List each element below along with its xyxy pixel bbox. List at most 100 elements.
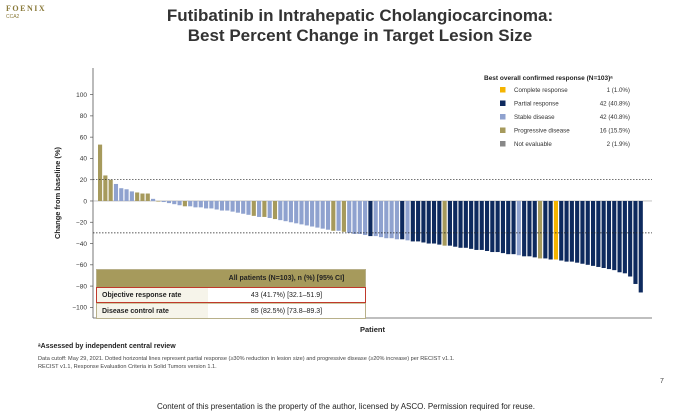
bar-patient-59 bbox=[405, 200, 410, 241]
bar-patient-17 bbox=[182, 200, 187, 207]
bar-patient-12 bbox=[156, 200, 161, 202]
legend-value: 2 (1.9%) bbox=[607, 141, 630, 148]
bar-patient-99 bbox=[617, 200, 622, 273]
y-tick-label: 20 bbox=[80, 177, 88, 184]
bar-patient-29 bbox=[246, 200, 251, 215]
bar-patient-94 bbox=[590, 200, 596, 266]
y-axis-label: Change from baseline (%) bbox=[53, 146, 62, 239]
bar-patient-18 bbox=[188, 200, 193, 207]
bar-patient-24 bbox=[219, 200, 225, 211]
bar-patient-2 bbox=[103, 175, 108, 201]
bar-patient-72 bbox=[474, 200, 479, 250]
y-tick-label: 40 bbox=[80, 156, 88, 163]
table-row-label: Objective response rate bbox=[97, 288, 208, 302]
bar-patient-4 bbox=[113, 183, 119, 201]
y-tick-label: −60 bbox=[76, 262, 87, 269]
bar-patient-8 bbox=[135, 192, 140, 201]
bar-patient-10 bbox=[145, 193, 150, 201]
logo-text: FOENIX bbox=[6, 4, 47, 13]
bar-patient-36 bbox=[283, 200, 288, 222]
bar-patient-13 bbox=[161, 200, 166, 203]
bar-patient-84 bbox=[537, 200, 543, 259]
legend-label: Progressive disease bbox=[514, 128, 570, 135]
table-header-text: All patients (N=103), n (%) [95% CI] bbox=[228, 275, 345, 282]
bar-patient-74 bbox=[484, 200, 490, 251]
bar-patient-91 bbox=[575, 200, 580, 263]
chart-bars bbox=[98, 144, 643, 293]
bar-patient-37 bbox=[288, 200, 293, 223]
chart-legend: Best overall confirmed response (N=103)ᵃ… bbox=[484, 75, 630, 148]
bar-patient-90 bbox=[569, 200, 574, 262]
bar-patient-46 bbox=[336, 200, 341, 231]
bar-patient-65 bbox=[437, 200, 442, 245]
legend-title: Best overall confirmed response (N=103)ᵃ bbox=[484, 75, 613, 82]
x-axis-label: Patient bbox=[360, 325, 386, 334]
legend-label: Complete response bbox=[514, 87, 568, 94]
reference-lines bbox=[93, 179, 652, 234]
bar-patient-93 bbox=[585, 200, 590, 265]
bar-patient-82 bbox=[527, 200, 532, 257]
bar-patient-43 bbox=[320, 200, 325, 229]
bar-patient-28 bbox=[241, 200, 246, 214]
bar-patient-79 bbox=[511, 200, 516, 255]
bar-patient-83 bbox=[532, 200, 537, 258]
slide-title-line-2: Best Percent Change in Target Lesion Siz… bbox=[187, 26, 533, 45]
response-rate-table: All patients (N=103), n (%) [95% CI] Obj… bbox=[96, 269, 366, 319]
bar-patient-11 bbox=[151, 198, 156, 201]
bar-patient-92 bbox=[580, 200, 585, 264]
bar-patient-34 bbox=[272, 200, 278, 220]
table-row-label: Disease control rate bbox=[97, 304, 208, 318]
legend-value: 42 (40.8%) bbox=[600, 114, 630, 121]
bar-patient-32 bbox=[262, 200, 267, 217]
table-row-orr: Objective response rate 43 (41.7%) [32.1… bbox=[96, 287, 366, 303]
bar-patient-55 bbox=[384, 200, 389, 239]
legend-swatch bbox=[500, 87, 506, 93]
bar-patient-3 bbox=[108, 179, 113, 201]
bar-patient-7 bbox=[129, 191, 134, 201]
bar-patient-35 bbox=[278, 200, 283, 221]
bar-patient-64 bbox=[431, 200, 437, 244]
bar-patient-102 bbox=[633, 200, 638, 284]
copyright-notice: Content of this presentation is the prop… bbox=[157, 402, 535, 411]
bar-patient-78 bbox=[506, 200, 511, 255]
bar-patient-60 bbox=[410, 200, 415, 242]
bar-patient-73 bbox=[479, 200, 484, 250]
bar-patient-9 bbox=[140, 193, 145, 201]
legend-label: Not evaluable bbox=[514, 141, 552, 148]
bar-patient-27 bbox=[235, 200, 240, 213]
bar-patient-44 bbox=[325, 200, 331, 230]
bar-patient-19 bbox=[193, 200, 198, 208]
y-tick-label: −80 bbox=[76, 283, 87, 290]
bar-patient-96 bbox=[601, 200, 606, 268]
bar-patient-47 bbox=[341, 200, 346, 232]
bar-patient-41 bbox=[310, 200, 315, 227]
bar-patient-56 bbox=[389, 200, 394, 239]
bar-patient-5 bbox=[119, 188, 124, 201]
legend-swatch bbox=[500, 127, 506, 133]
bar-patient-20 bbox=[198, 200, 203, 208]
bar-patient-68 bbox=[453, 200, 458, 247]
bar-patient-42 bbox=[315, 200, 320, 228]
bar-patient-103 bbox=[638, 200, 643, 293]
bar-patient-69 bbox=[458, 200, 463, 248]
y-tick-label: 80 bbox=[80, 113, 88, 120]
bar-patient-57 bbox=[394, 200, 399, 240]
legend-value: 42 (40.8%) bbox=[600, 101, 630, 108]
bar-patient-67 bbox=[447, 200, 452, 246]
bar-patient-101 bbox=[628, 200, 633, 277]
bar-patient-51 bbox=[363, 200, 368, 236]
bar-patient-53 bbox=[373, 200, 378, 237]
footnote-recist-text: RECIST v1.1, Response Evaluation Criteri… bbox=[38, 364, 217, 370]
bar-patient-54 bbox=[378, 200, 384, 238]
bar-patient-76 bbox=[495, 200, 500, 253]
bar-patient-85 bbox=[543, 200, 548, 259]
bar-patient-15 bbox=[172, 200, 177, 205]
y-tick-label: 60 bbox=[80, 134, 88, 141]
bar-patient-61 bbox=[416, 200, 421, 242]
y-tick-label: 0 bbox=[83, 198, 87, 205]
bar-patient-81 bbox=[522, 200, 527, 257]
page-number: 7 bbox=[660, 378, 664, 385]
legend-value: 16 (15.5%) bbox=[600, 128, 630, 135]
bar-patient-22 bbox=[209, 200, 214, 209]
bar-patient-95 bbox=[596, 200, 601, 267]
